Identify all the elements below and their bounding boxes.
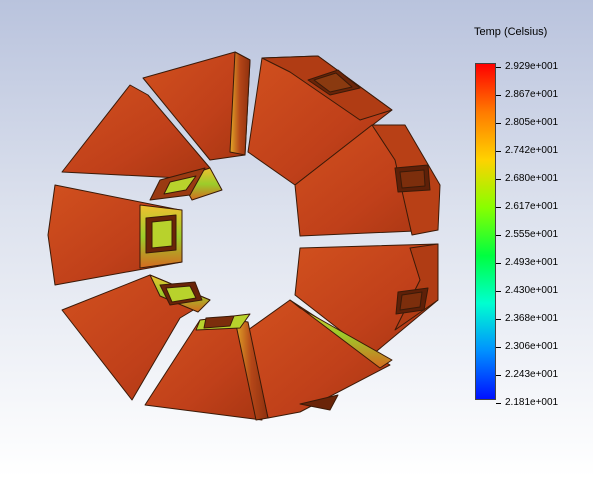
colorbar-tick-label: 2.742e+001 — [505, 145, 559, 156]
colorbar-tick-label: 2.243e+001 — [505, 369, 559, 380]
colorbar-tick-label: 2.493e+001 — [505, 257, 559, 268]
segmented-ring-model[interactable] — [47, 51, 441, 421]
colorbar-tick-mark — [496, 375, 501, 376]
colorbar-tick-label: 2.181e+001 — [505, 397, 559, 408]
temperature-colorbar — [475, 63, 496, 400]
colorbar-tick-label: 2.680e+001 — [505, 173, 559, 184]
colorbar-tick-mark — [496, 95, 501, 96]
legend-title: Temp (Celsius) — [474, 26, 548, 38]
segment-lower-left[interactable] — [61, 274, 211, 401]
colorbar-tick-label: 2.368e+001 — [505, 313, 559, 324]
colorbar-tick-mark — [496, 123, 501, 124]
segment-right-upper[interactable] — [294, 124, 441, 237]
colorbar-tick-label: 2.805e+001 — [505, 117, 559, 128]
colorbar-tick-mark — [496, 291, 501, 292]
segment-upper-left[interactable] — [61, 84, 223, 201]
colorbar-tick-mark — [496, 207, 501, 208]
colorbar-tick-mark — [496, 179, 501, 180]
colorbar-tick-mark — [496, 263, 501, 264]
colorbar-tick-label: 2.867e+001 — [505, 89, 559, 100]
colorbar-tick-mark — [496, 403, 501, 404]
colorbar-tick-mark — [496, 319, 501, 320]
segment-top[interactable] — [142, 51, 251, 161]
segment-left[interactable] — [47, 184, 183, 286]
colorbar-tick-label: 2.555e+001 — [505, 229, 559, 240]
colorbar-tick-label: 2.617e+001 — [505, 201, 559, 212]
segment-top-right[interactable] — [247, 55, 393, 186]
colorbar-tick-label: 2.929e+001 — [505, 61, 559, 72]
segment-right-lower[interactable] — [294, 243, 439, 356]
segment-bottom[interactable] — [144, 313, 269, 421]
segment-bottom-right[interactable] — [247, 299, 393, 419]
colorbar-tick-mark — [496, 151, 501, 152]
colorbar-tick-label: 2.430e+001 — [505, 285, 559, 296]
colorbar-tick-mark — [496, 235, 501, 236]
colorbar-tick-mark — [496, 67, 501, 68]
colorbar-tick-mark — [496, 347, 501, 348]
colorbar-tick-label: 2.306e+001 — [505, 341, 559, 352]
